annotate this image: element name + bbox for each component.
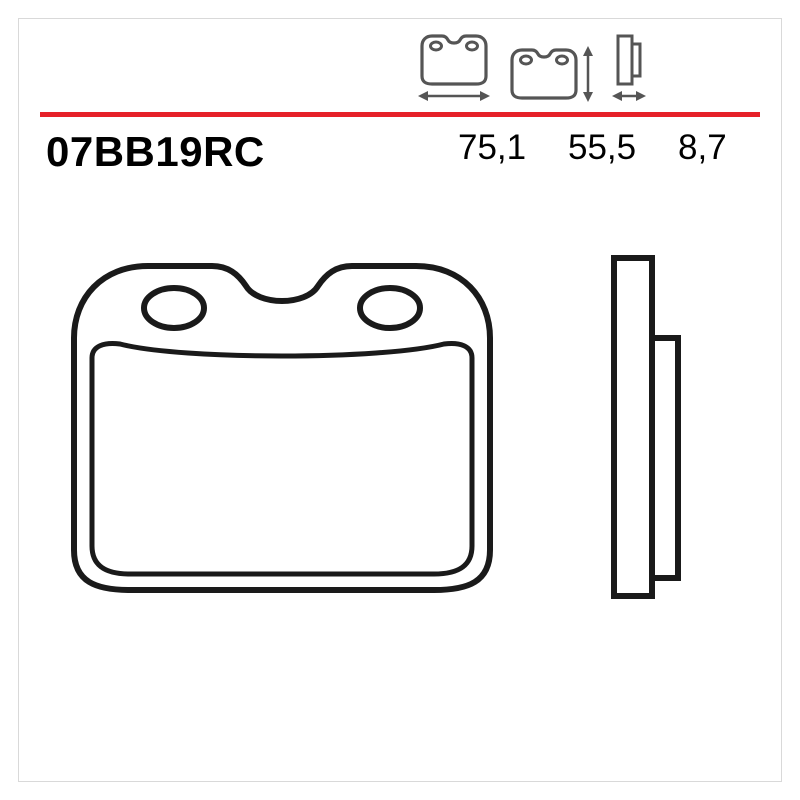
icon-thickness — [612, 32, 646, 102]
dim-thickness: 8,7 — [678, 128, 758, 168]
dimension-values: 75,1 55,5 8,7 — [458, 128, 758, 168]
part-number: 07BB19RC — [46, 128, 265, 176]
red-divider — [40, 112, 760, 117]
dimension-icons — [418, 32, 646, 102]
dim-width: 75,1 — [458, 128, 568, 168]
icon-width — [418, 32, 490, 102]
main-drawings — [0, 250, 800, 670]
icon-height — [508, 46, 594, 102]
dim-height: 55,5 — [568, 128, 678, 168]
header-row: 07BB19RC 75,1 55,5 8,7 — [46, 128, 800, 176]
brake-pad-front-view — [62, 250, 502, 602]
diagram-canvas: 07BB19RC 75,1 55,5 8,7 — [0, 0, 800, 800]
brake-pad-side-view — [608, 252, 684, 602]
